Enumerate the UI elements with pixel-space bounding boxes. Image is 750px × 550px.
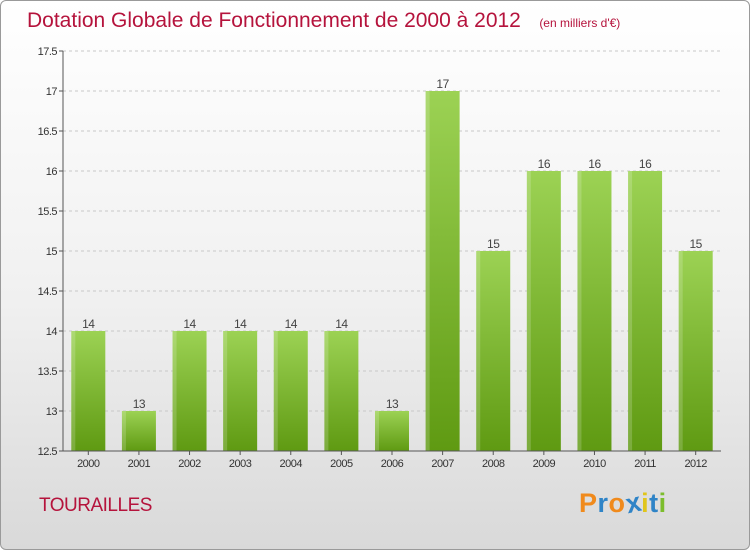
proxiti-logo: Proxiti <box>579 487 667 520</box>
bar-2001 <box>121 411 156 451</box>
data-label: 14 <box>335 317 348 331</box>
x-tick-label: 2010 <box>583 458 606 470</box>
bar-2009 <box>526 171 561 451</box>
y-tick-label: 14 <box>46 326 58 338</box>
bar-highlight <box>628 171 633 451</box>
data-label: 15 <box>487 237 500 251</box>
bar-highlight <box>273 331 278 451</box>
x-tick-label: 2001 <box>128 458 151 470</box>
data-label: 14 <box>82 317 95 331</box>
logo-letter: i <box>641 488 650 518</box>
data-label: 14 <box>183 317 196 331</box>
data-label: 17 <box>436 77 449 91</box>
x-tick-label: 2012 <box>684 458 707 470</box>
bar-highlight <box>577 171 582 451</box>
logo-letter: i <box>658 488 667 518</box>
logo-letter: o <box>608 488 626 518</box>
bars <box>71 91 713 451</box>
bar-highlight <box>223 331 228 451</box>
chart-unit-label: (en milliers d'€) <box>539 16 621 30</box>
y-tick-label: 15.5 <box>38 206 58 218</box>
data-label: 13 <box>133 397 146 411</box>
title-row: Dotation Globale de Fonctionnement de 20… <box>27 9 620 33</box>
bar-highlight <box>425 91 430 451</box>
y-tick-label: 15 <box>46 246 58 258</box>
bar-highlight <box>375 411 379 451</box>
bar-highlight <box>324 331 329 451</box>
logo-letter: r <box>597 488 609 518</box>
x-tick-label: 2003 <box>229 458 252 470</box>
bar-2000 <box>71 331 106 451</box>
x-tick-label: 2000 <box>77 458 100 470</box>
x-tick-label: 2008 <box>482 458 505 470</box>
x-tick-label: 2011 <box>634 458 656 470</box>
y-tick-label: 12.5 <box>38 446 58 458</box>
bar-2006 <box>375 411 409 451</box>
y-tick-label: 13 <box>46 406 58 418</box>
data-label: 16 <box>639 157 652 171</box>
bar-2012 <box>678 251 713 451</box>
x-tick-label: 2005 <box>330 458 353 470</box>
bar-2002 <box>172 331 207 451</box>
gridlines <box>63 50 721 412</box>
commune-name: TOURAILLES <box>39 495 152 516</box>
x-tick-label: 2002 <box>178 458 201 470</box>
bar-2010 <box>577 171 612 451</box>
data-label: 14 <box>234 317 247 331</box>
x-tick-label: 2004 <box>280 458 303 470</box>
chart-title: Dotation Globale de Fonctionnement de 20… <box>27 9 521 32</box>
bar-2011 <box>628 171 663 451</box>
data-label: 14 <box>285 317 298 331</box>
y-tick-label: 14.5 <box>38 286 58 298</box>
y-tick-label: 13.5 <box>38 366 58 378</box>
x-tick-label: 2009 <box>533 458 556 470</box>
bar-highlight <box>121 411 126 451</box>
bar-highlight <box>71 331 76 451</box>
y-tick-label: 17.5 <box>38 46 58 58</box>
bar-2004 <box>273 331 308 451</box>
bar-highlight <box>172 331 177 451</box>
y-tick-label: 17 <box>46 86 58 98</box>
logo-letter: t <box>649 488 659 518</box>
x-tick-label: 2006 <box>381 458 404 470</box>
bar-highlight <box>678 251 683 451</box>
data-label: 15 <box>690 237 703 251</box>
bar-2008 <box>476 251 511 451</box>
x-tick-label: 2007 <box>431 458 454 470</box>
data-label: 16 <box>588 157 601 171</box>
data-label: 13 <box>386 397 399 411</box>
y-tick-label: 16 <box>46 166 58 178</box>
data-label: 16 <box>538 157 551 171</box>
bar-2003 <box>223 331 258 451</box>
data-labels: 14 13 14 14 14 14 13 17 15 16 16 16 15 <box>82 77 703 411</box>
bar-highlight <box>526 171 531 451</box>
bar-2005 <box>324 331 359 451</box>
logo-letter: P <box>579 488 598 518</box>
bar-highlight <box>476 251 481 451</box>
bar-2007 <box>425 91 460 451</box>
y-tick-label: 16.5 <box>38 126 58 138</box>
axes: 12.5 13 13.5 14 14.5 15 15.5 16 16.5 17 17.5 2000 20… <box>38 46 721 470</box>
